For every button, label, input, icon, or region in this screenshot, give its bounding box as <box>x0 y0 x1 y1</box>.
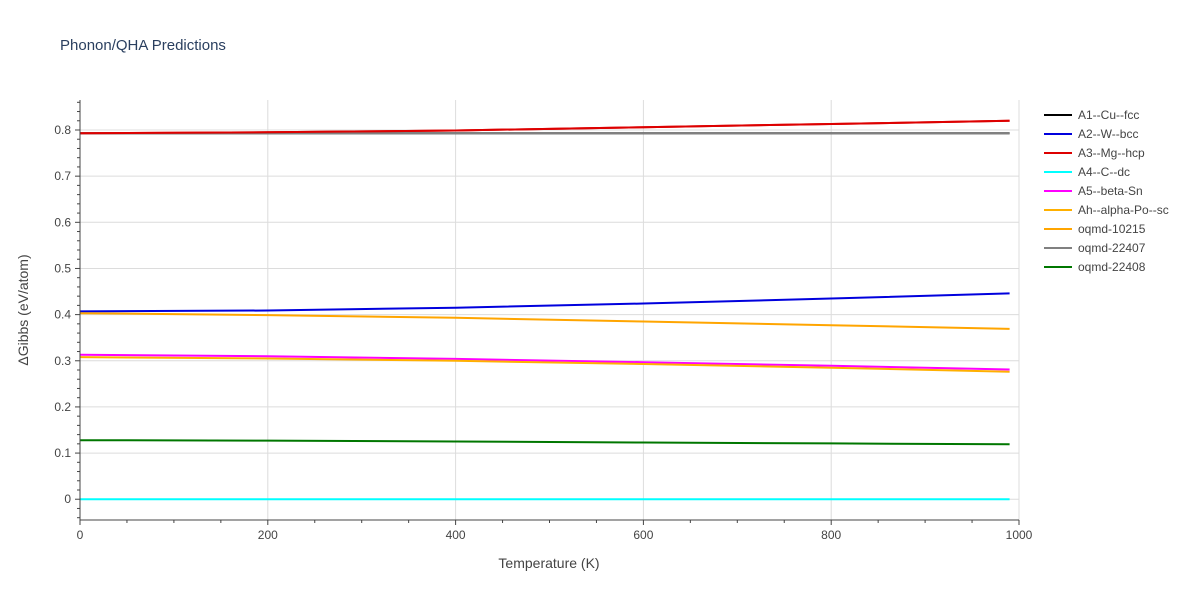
x-tick-label: 1000 <box>1006 528 1033 542</box>
legend-item[interactable]: A2--W--bcc <box>1044 127 1138 141</box>
series-line-4 <box>79 353 1010 371</box>
legend-label: Ah--alpha-Po--sc <box>1078 203 1169 217</box>
series-line-5 <box>79 356 1010 373</box>
legend-item[interactable]: Ah--alpha-Po--sc <box>1044 203 1169 217</box>
legend-label: A5--beta-Sn <box>1078 184 1143 198</box>
y-tick-label: 0.6 <box>54 215 71 229</box>
x-tick-label: 600 <box>633 528 653 542</box>
legend-item[interactable]: A5--beta-Sn <box>1044 184 1143 198</box>
series-line-overlay <box>79 119 1010 135</box>
legend-item[interactable]: A3--Mg--hcp <box>1044 146 1145 160</box>
legend-item[interactable]: A1--Cu--fcc <box>1044 108 1139 122</box>
legend-item[interactable]: oqmd-22407 <box>1044 241 1146 255</box>
x-tick-label: 200 <box>258 528 278 542</box>
y-tick-label: 0.2 <box>54 400 71 414</box>
y-axis-title: ΔGibbs (eV/atom) <box>15 254 31 365</box>
legend-label: oqmd-22407 <box>1078 241 1146 255</box>
x-tick-label: 400 <box>446 528 466 542</box>
x-tick-label: 800 <box>821 528 841 542</box>
legend-label: A1--Cu--fcc <box>1078 108 1139 122</box>
y-tick-label: 0.3 <box>54 354 71 368</box>
legend-label: oqmd-22408 <box>1078 260 1146 274</box>
legend-label: A3--Mg--hcp <box>1078 146 1145 160</box>
legend-label: oqmd-10215 <box>1078 222 1146 236</box>
y-tick-label: 0.4 <box>54 308 71 322</box>
y-tick-label: 0.7 <box>54 169 71 183</box>
y-tick-label: 0.1 <box>54 446 71 460</box>
series-line-6 <box>79 312 1010 330</box>
series-layer <box>79 119 1010 501</box>
legend-item[interactable]: oqmd-10215 <box>1044 222 1146 236</box>
legend[interactable]: A1--Cu--fcc A2--W--bcc A3--Mg--hcp A4--C--d… <box>1044 108 1169 274</box>
x-axis-title: Temperature (K) <box>498 555 599 571</box>
chart-title: Phonon/QHA Predictions <box>60 37 226 54</box>
x-tick-label: 0 <box>77 528 84 542</box>
axis-layer: 0 200 400 600 800 1000 0 0.1 0.2 0.3 0.4 0.5 0.6 0.7 0… <box>54 100 1033 542</box>
legend-item[interactable]: oqmd-22408 <box>1044 260 1146 274</box>
y-tick-label: 0.5 <box>54 261 71 275</box>
legend-label: A4--C--dc <box>1078 165 1130 179</box>
legend-label: A2--W--bcc <box>1078 127 1138 141</box>
series-line-1 <box>79 292 1010 313</box>
y-tick-label: 0 <box>64 492 71 506</box>
legend-item[interactable]: A4--C--dc <box>1044 165 1130 179</box>
y-tick-label: 0.8 <box>54 123 71 137</box>
series-line-8 <box>79 439 1010 446</box>
